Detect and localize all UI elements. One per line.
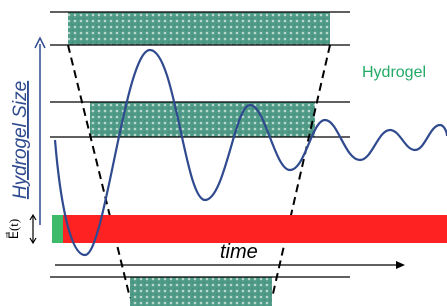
- hydrogel-bottom: [50, 277, 350, 306]
- x-axis-label: time: [220, 241, 258, 263]
- field-off: [52, 215, 63, 243]
- y-axis-label: Hydrogel Size: [10, 81, 31, 199]
- hydrogel-middle: [50, 102, 350, 137]
- gel-block: [130, 277, 272, 306]
- field-bar: [52, 215, 447, 243]
- material-label: Hydrogel: [362, 64, 426, 81]
- hydrogel-top: [50, 12, 350, 45]
- guide-line: [272, 45, 330, 298]
- field-label: E⃗(t): [6, 219, 21, 239]
- x-axis-arrow: [396, 261, 405, 269]
- guide-line: [68, 45, 130, 298]
- gel-block: [68, 12, 330, 45]
- figure: Hydrogel Size Hydrogel E⃗(t) time: [0, 0, 447, 306]
